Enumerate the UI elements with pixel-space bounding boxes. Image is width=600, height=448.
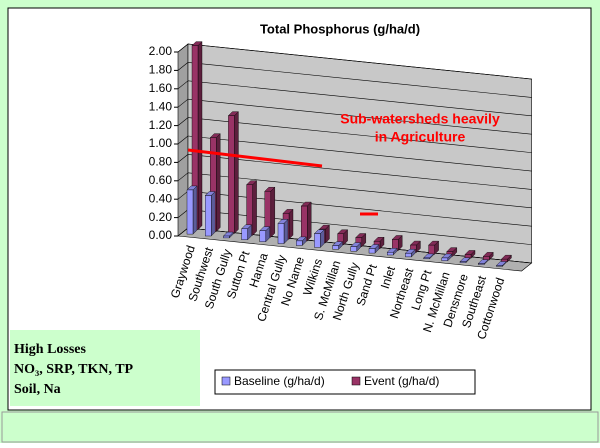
bar-side <box>192 185 198 235</box>
y-tick-label: 1.80 <box>149 63 173 77</box>
y-tick-label: 0.60 <box>149 173 173 187</box>
grid-line <box>177 135 189 145</box>
y-tick-label: 1.40 <box>149 99 173 113</box>
grid-line <box>187 117 532 153</box>
bar <box>387 252 394 256</box>
y-tick-label: 0.00 <box>149 228 173 242</box>
grid-line <box>177 172 189 182</box>
bar-side <box>307 201 312 242</box>
grid-line <box>187 135 532 172</box>
annotation: in Agriculture <box>375 129 466 145</box>
bar <box>259 230 266 242</box>
grid-line <box>177 62 189 71</box>
grid-line <box>177 117 189 126</box>
bar-side <box>210 191 216 237</box>
grid-line <box>177 190 189 200</box>
grid-line <box>187 172 532 209</box>
grid-line <box>177 227 189 237</box>
grid-line <box>187 190 532 227</box>
grid-line <box>177 80 189 90</box>
bar-side <box>252 180 257 236</box>
bar <box>350 246 357 252</box>
note-line: NO₃, SRP, TKN, TP <box>14 362 134 377</box>
note-box <box>10 330 200 406</box>
grid-line <box>177 154 189 163</box>
bar <box>478 263 485 265</box>
y-tick-label: 2.00 <box>149 44 173 58</box>
grid-line <box>177 98 189 108</box>
grid-line <box>187 98 532 135</box>
legend-label: Event (g/ha/d) <box>364 374 439 388</box>
bar <box>301 205 308 242</box>
y-tick-label: 0.20 <box>149 210 173 224</box>
bottom-panel <box>1 411 599 443</box>
grid-line <box>177 43 189 53</box>
grid-line <box>187 154 532 190</box>
bar <box>204 195 212 237</box>
bar <box>423 257 430 260</box>
plot: 0.00 0.20 0.40 0.60 0.80 1.00 1.20 1.40 1.60 1.80… <box>149 41 533 341</box>
bar <box>332 245 339 250</box>
annotation: Sub-watersheds heavily <box>340 111 500 127</box>
bar <box>459 261 467 263</box>
x-tick-label: Inlet <box>378 264 399 291</box>
note-line: High Losses <box>14 342 87 357</box>
y-tick-label: 1.00 <box>149 136 173 150</box>
bar-side <box>234 111 239 234</box>
bar <box>496 265 503 267</box>
legend <box>214 369 476 395</box>
bar <box>428 244 435 255</box>
bar <box>277 223 285 244</box>
bar <box>441 257 448 261</box>
legend-label: Baseline (g/ha/d) <box>234 374 325 388</box>
bar <box>241 228 248 241</box>
bar-side <box>197 41 203 231</box>
y-tick-label: 0.80 <box>149 155 173 169</box>
highlight-line <box>187 148 323 168</box>
bar <box>368 248 376 254</box>
chart-title: Total Phosphorus (g/ha/d) <box>260 21 420 36</box>
bar <box>314 233 321 248</box>
note-line: Soil, Na <box>14 382 61 397</box>
bar <box>296 240 303 246</box>
grid-line <box>187 80 532 117</box>
grid-line <box>187 43 532 80</box>
grid-line <box>187 62 532 98</box>
y-tick-label: 1.20 <box>149 118 173 132</box>
bar <box>405 253 412 258</box>
bar <box>186 189 194 235</box>
y-tick-label: 0.40 <box>149 191 173 205</box>
bar-side <box>288 208 294 240</box>
grid-line <box>187 209 532 245</box>
bar-side <box>215 133 221 233</box>
bar <box>228 115 235 234</box>
legend-swatch <box>221 376 231 386</box>
bar <box>223 235 230 239</box>
y-tick-label: 1.60 <box>149 81 173 95</box>
bar-side <box>270 186 275 238</box>
legend-swatch <box>351 376 361 386</box>
grid-line <box>177 209 189 218</box>
